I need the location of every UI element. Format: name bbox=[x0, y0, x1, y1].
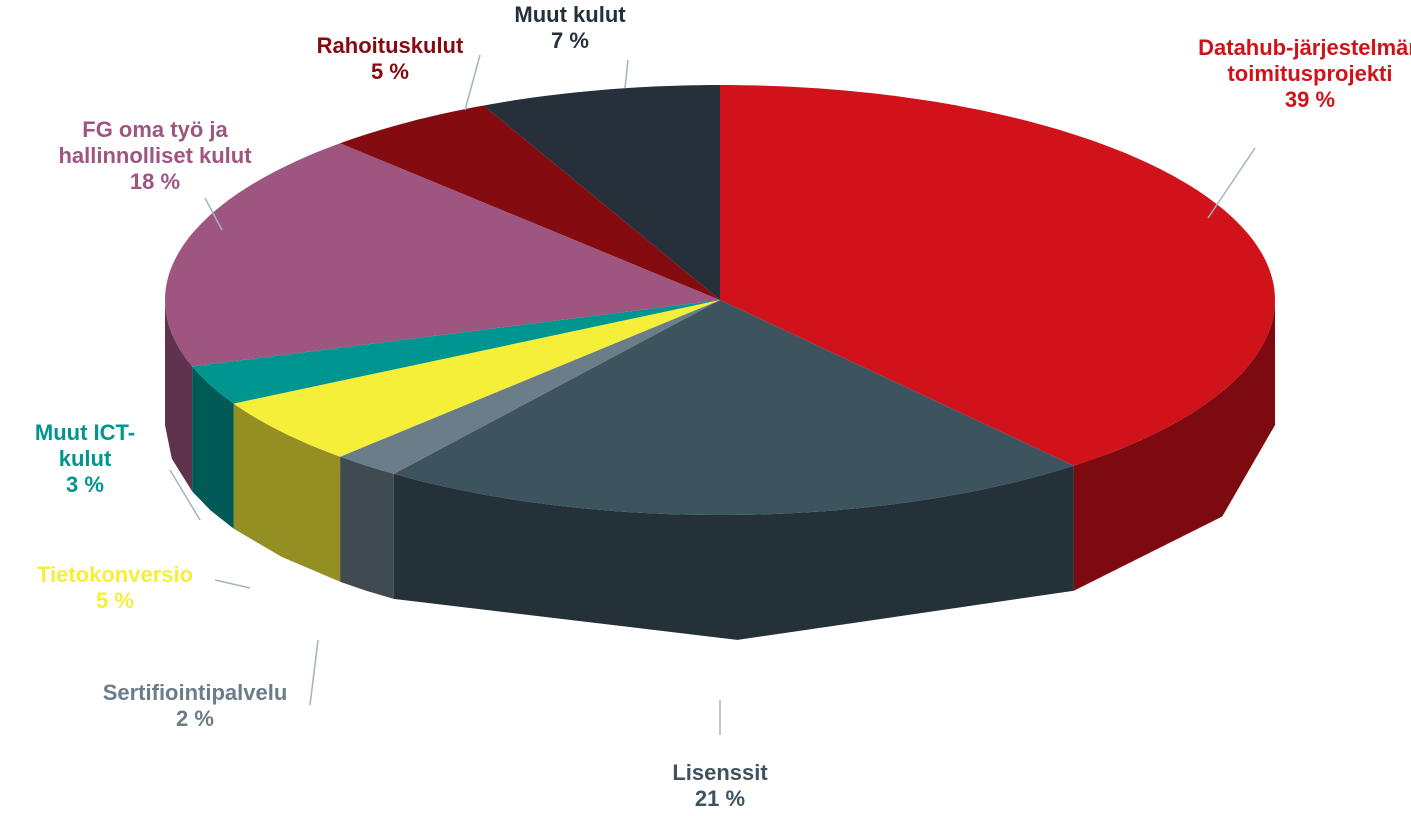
slice-side-shade bbox=[165, 300, 193, 492]
value-label: 3 % bbox=[66, 472, 104, 497]
slice bbox=[165, 143, 720, 367]
value-label: 39 % bbox=[1284, 87, 1336, 112]
slice bbox=[192, 300, 720, 404]
slice-side bbox=[1073, 300, 1275, 591]
leader-line bbox=[464, 54, 481, 111]
slice-side-shade bbox=[192, 366, 234, 529]
leader-line bbox=[1207, 147, 1256, 219]
value-label: 5 % bbox=[96, 588, 134, 613]
slice-side bbox=[340, 456, 394, 599]
slice-side-shade bbox=[340, 456, 394, 599]
category-label: FG oma työ ja hallinnolliset kulut bbox=[58, 117, 252, 168]
slice-label: Tietokonversio 5 % bbox=[5, 562, 225, 614]
category-label: Rahoituskulut bbox=[316, 33, 464, 58]
value-label: 5 % bbox=[371, 59, 409, 84]
slice bbox=[233, 300, 720, 457]
category-label: Tietokonversio bbox=[36, 562, 194, 587]
category-label: Lisenssit bbox=[672, 760, 768, 785]
slice-label: Datahub-järjestelmän toimitusprojekti 39 … bbox=[1195, 35, 1411, 113]
value-label: 7 % bbox=[551, 28, 589, 53]
slice-side-shade bbox=[233, 403, 341, 582]
slice-side-shade bbox=[393, 465, 1074, 640]
slice-side-shade bbox=[1073, 300, 1275, 591]
slice bbox=[393, 300, 1074, 515]
slice bbox=[340, 105, 720, 300]
category-label: Datahub-järjestelmän toimitusprojekti bbox=[1198, 35, 1411, 86]
leader-line bbox=[169, 469, 201, 521]
leader-line bbox=[309, 639, 319, 706]
slice-label: Lisenssit 21 % bbox=[620, 760, 820, 812]
value-label: 18 % bbox=[129, 169, 181, 194]
slice-label: Rahoituskulut 5 % bbox=[280, 33, 500, 85]
slice-side bbox=[165, 300, 193, 492]
slice bbox=[340, 300, 720, 474]
leader-line bbox=[204, 197, 223, 231]
slice-side bbox=[233, 403, 341, 582]
slice bbox=[720, 85, 1275, 466]
value-label: 2 % bbox=[176, 706, 214, 731]
slice-label: FG oma työ ja hallinnolliset kulut 18 % bbox=[20, 117, 290, 195]
slice-side bbox=[393, 465, 1074, 640]
slice-label: Muut kulut 7 % bbox=[470, 2, 670, 54]
leader-line bbox=[624, 59, 629, 89]
slice-label: Sertifiointipalvelu 2 % bbox=[65, 680, 325, 732]
category-label: Sertifiointipalvelu bbox=[102, 680, 288, 705]
category-label: Muut ICT-kulut bbox=[34, 420, 136, 471]
leader-line bbox=[214, 579, 251, 589]
slice-label: Muut ICT-kulut 3 % bbox=[30, 420, 140, 498]
slice-side bbox=[192, 366, 234, 529]
value-label: 21 % bbox=[694, 786, 746, 811]
category-label: Muut kulut bbox=[514, 2, 626, 27]
slice bbox=[483, 85, 720, 300]
